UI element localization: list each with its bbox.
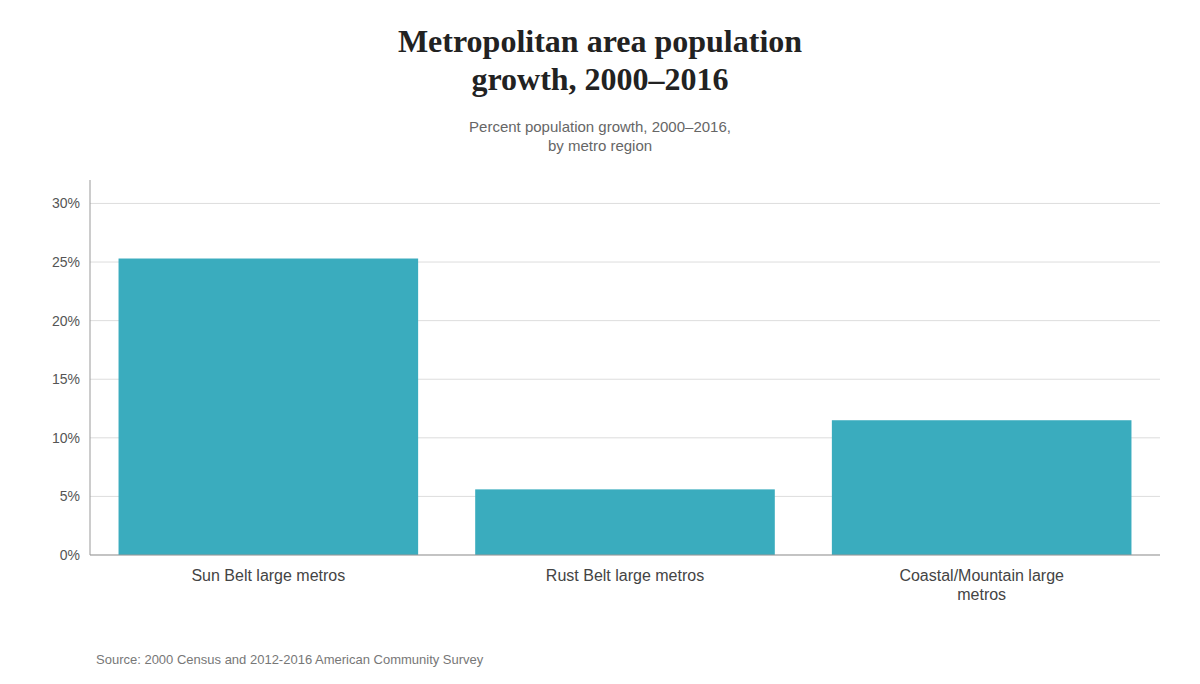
y-tick-label: 30% <box>52 195 80 211</box>
grid-line <box>90 555 1160 556</box>
y-axis <box>90 180 91 555</box>
title: Metropolitan area populationgrowth, 2000… <box>398 23 802 97</box>
y-tick-label: 20% <box>52 313 80 329</box>
grid-line <box>90 203 1160 204</box>
x-tick-label: Rust Belt large metros <box>546 567 704 584</box>
y-tick-label: 25% <box>52 254 80 270</box>
background <box>0 0 1200 684</box>
bar <box>119 259 419 555</box>
x-axis <box>90 555 1160 556</box>
x-tick-label: Coastal/Mountain largemetros <box>899 567 1064 603</box>
chart: Metropolitan area populationgrowth, 2000… <box>0 0 1200 684</box>
y-tick-label: 15% <box>52 371 80 387</box>
y-tick-label: 0% <box>60 547 80 563</box>
bar <box>475 489 775 555</box>
source: Source: 2000 Census and 2012-2016 Americ… <box>96 652 484 667</box>
bar <box>832 420 1132 555</box>
grid <box>90 203 1160 555</box>
y-tick-label: 5% <box>60 488 80 504</box>
x-tick-label: Sun Belt large metros <box>191 567 345 584</box>
subtitle: Percent population growth, 2000–2016,by … <box>469 118 731 154</box>
y-tick-label: 10% <box>52 430 80 446</box>
